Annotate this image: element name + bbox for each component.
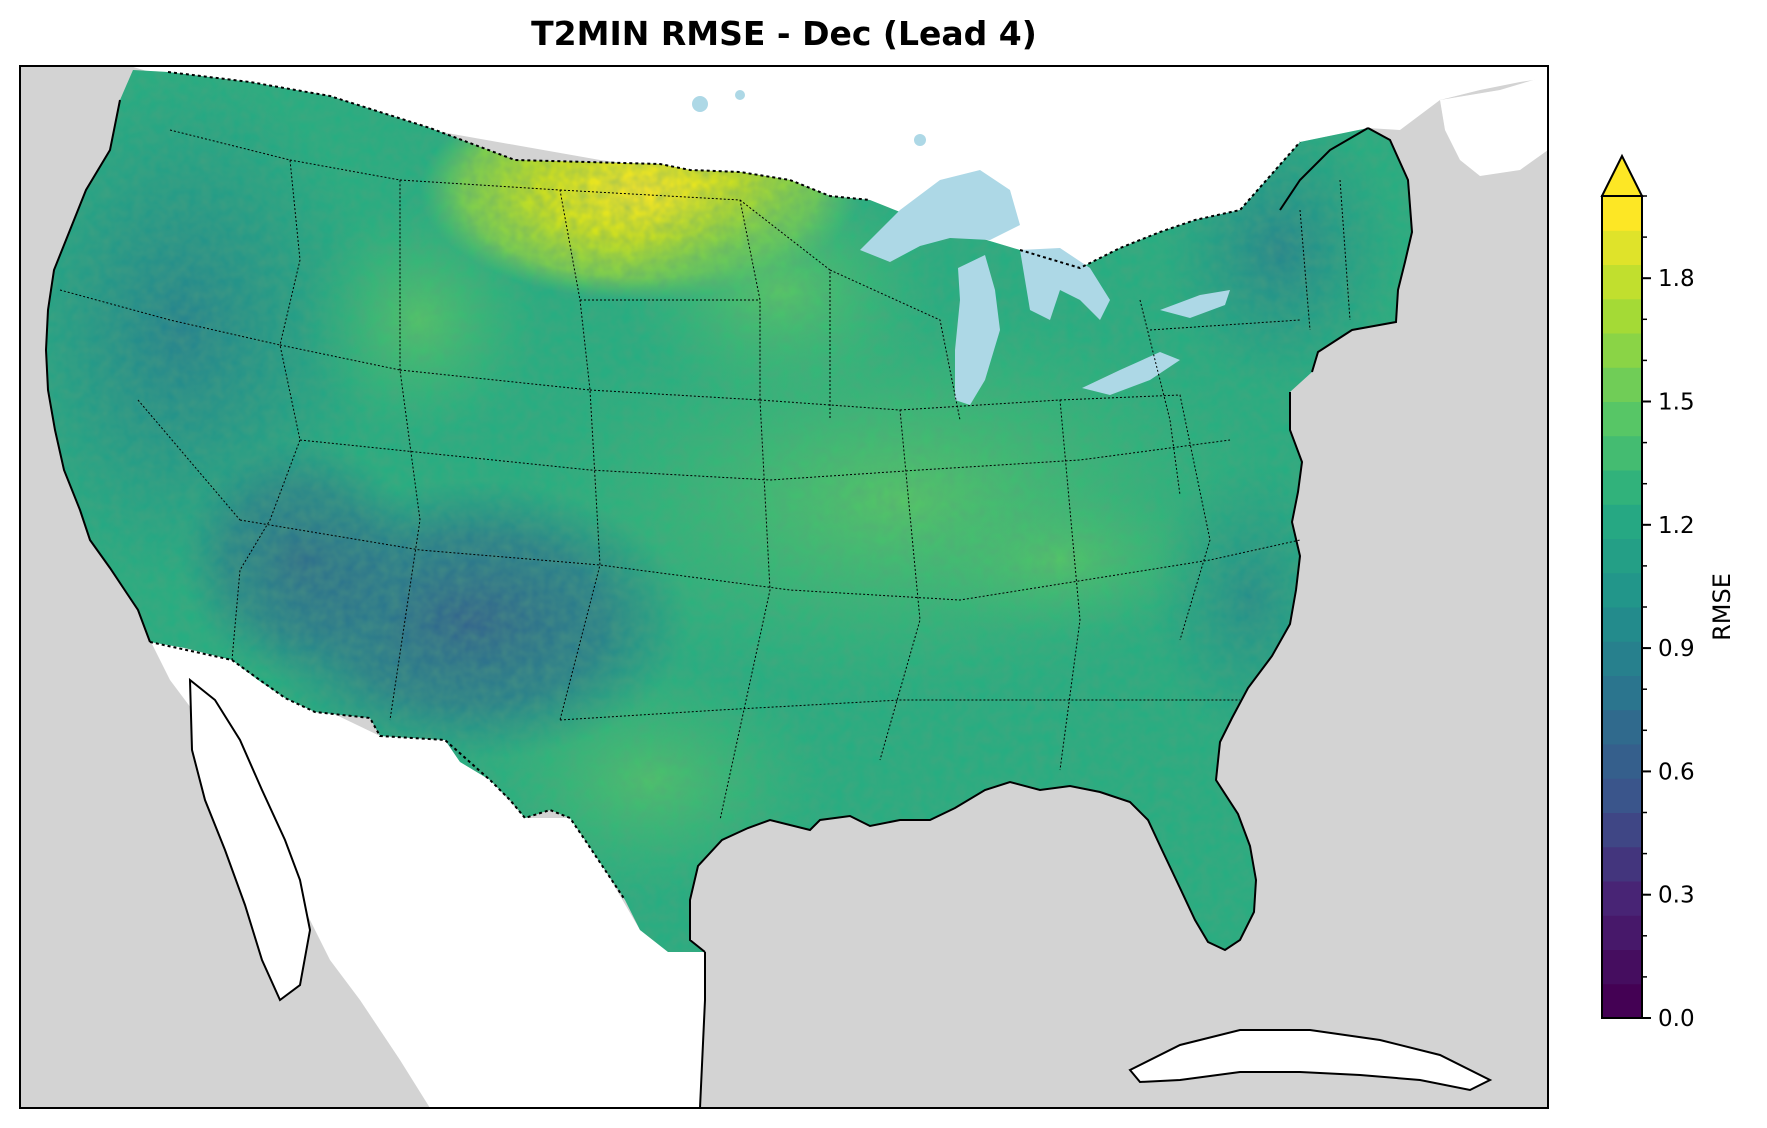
colorbar-label: RMSE	[1708, 573, 1736, 641]
colorbar-band	[1602, 572, 1642, 608]
colorbar-band	[1602, 607, 1642, 642]
colorbar-extend-arrow	[1600, 153, 1644, 197]
great-lakes	[692, 90, 1230, 405]
colorbar-band	[1602, 367, 1642, 402]
colorbar-band	[1602, 812, 1642, 848]
us-canada-border	[167, 71, 1301, 270]
state-borders	[59, 129, 1351, 821]
colorbar-band	[1602, 333, 1642, 368]
colorbar-band	[1602, 915, 1642, 950]
colorbar-band	[1602, 675, 1642, 711]
colorbar-band	[1602, 264, 1642, 300]
colorbar-band	[1602, 778, 1642, 813]
colorbar-tick-label: 1.5	[1658, 390, 1695, 416]
colorbar-tick-label: 1.2	[1658, 513, 1695, 539]
colorbar-band	[1602, 949, 1642, 985]
map-frame	[19, 65, 1549, 1109]
colorbar-band	[1602, 744, 1642, 779]
colorbar-tick-label: 0.6	[1658, 759, 1695, 785]
mexico-coastline	[188, 677, 706, 1108]
colorbar-band	[1602, 641, 1642, 676]
colorbar-bands	[1602, 196, 1642, 1019]
colorbar-band	[1602, 470, 1642, 505]
colorbar-band	[1602, 538, 1642, 574]
colorbar-band	[1602, 504, 1642, 539]
baja-peninsula	[190, 680, 310, 1000]
colorbar-band	[1602, 983, 1642, 1019]
colorbar-band	[1602, 196, 1642, 231]
colorbar-tick-label: 0.9	[1658, 636, 1695, 662]
cuba	[1128, 1029, 1493, 1092]
colorbar-tick-label: 0.3	[1658, 883, 1695, 909]
colorbar-band	[1602, 401, 1642, 437]
colorbar-band	[1602, 881, 1642, 916]
us-coastline	[44, 99, 1414, 953]
colorbar-band	[1602, 298, 1642, 334]
colorbar-band	[1602, 230, 1642, 265]
colorbar-band	[1602, 435, 1642, 471]
us-mexico-border	[149, 641, 626, 901]
colorbar-tick-label: 1.8	[1658, 266, 1695, 292]
colorbar-band	[1602, 846, 1642, 882]
colorbar-ticks: 0.0 0.3 0.6 0.9 1.2 1.5 1.8	[1642, 195, 1695, 1032]
colorbar-band	[1602, 709, 1642, 745]
canada-maritimes	[1440, 78, 1548, 176]
chart-title: T2MIN RMSE - Dec (Lead 4)	[531, 14, 1037, 53]
colorbar-tick-label: 0.0	[1658, 1006, 1695, 1032]
mexico-land	[150, 640, 705, 1108]
